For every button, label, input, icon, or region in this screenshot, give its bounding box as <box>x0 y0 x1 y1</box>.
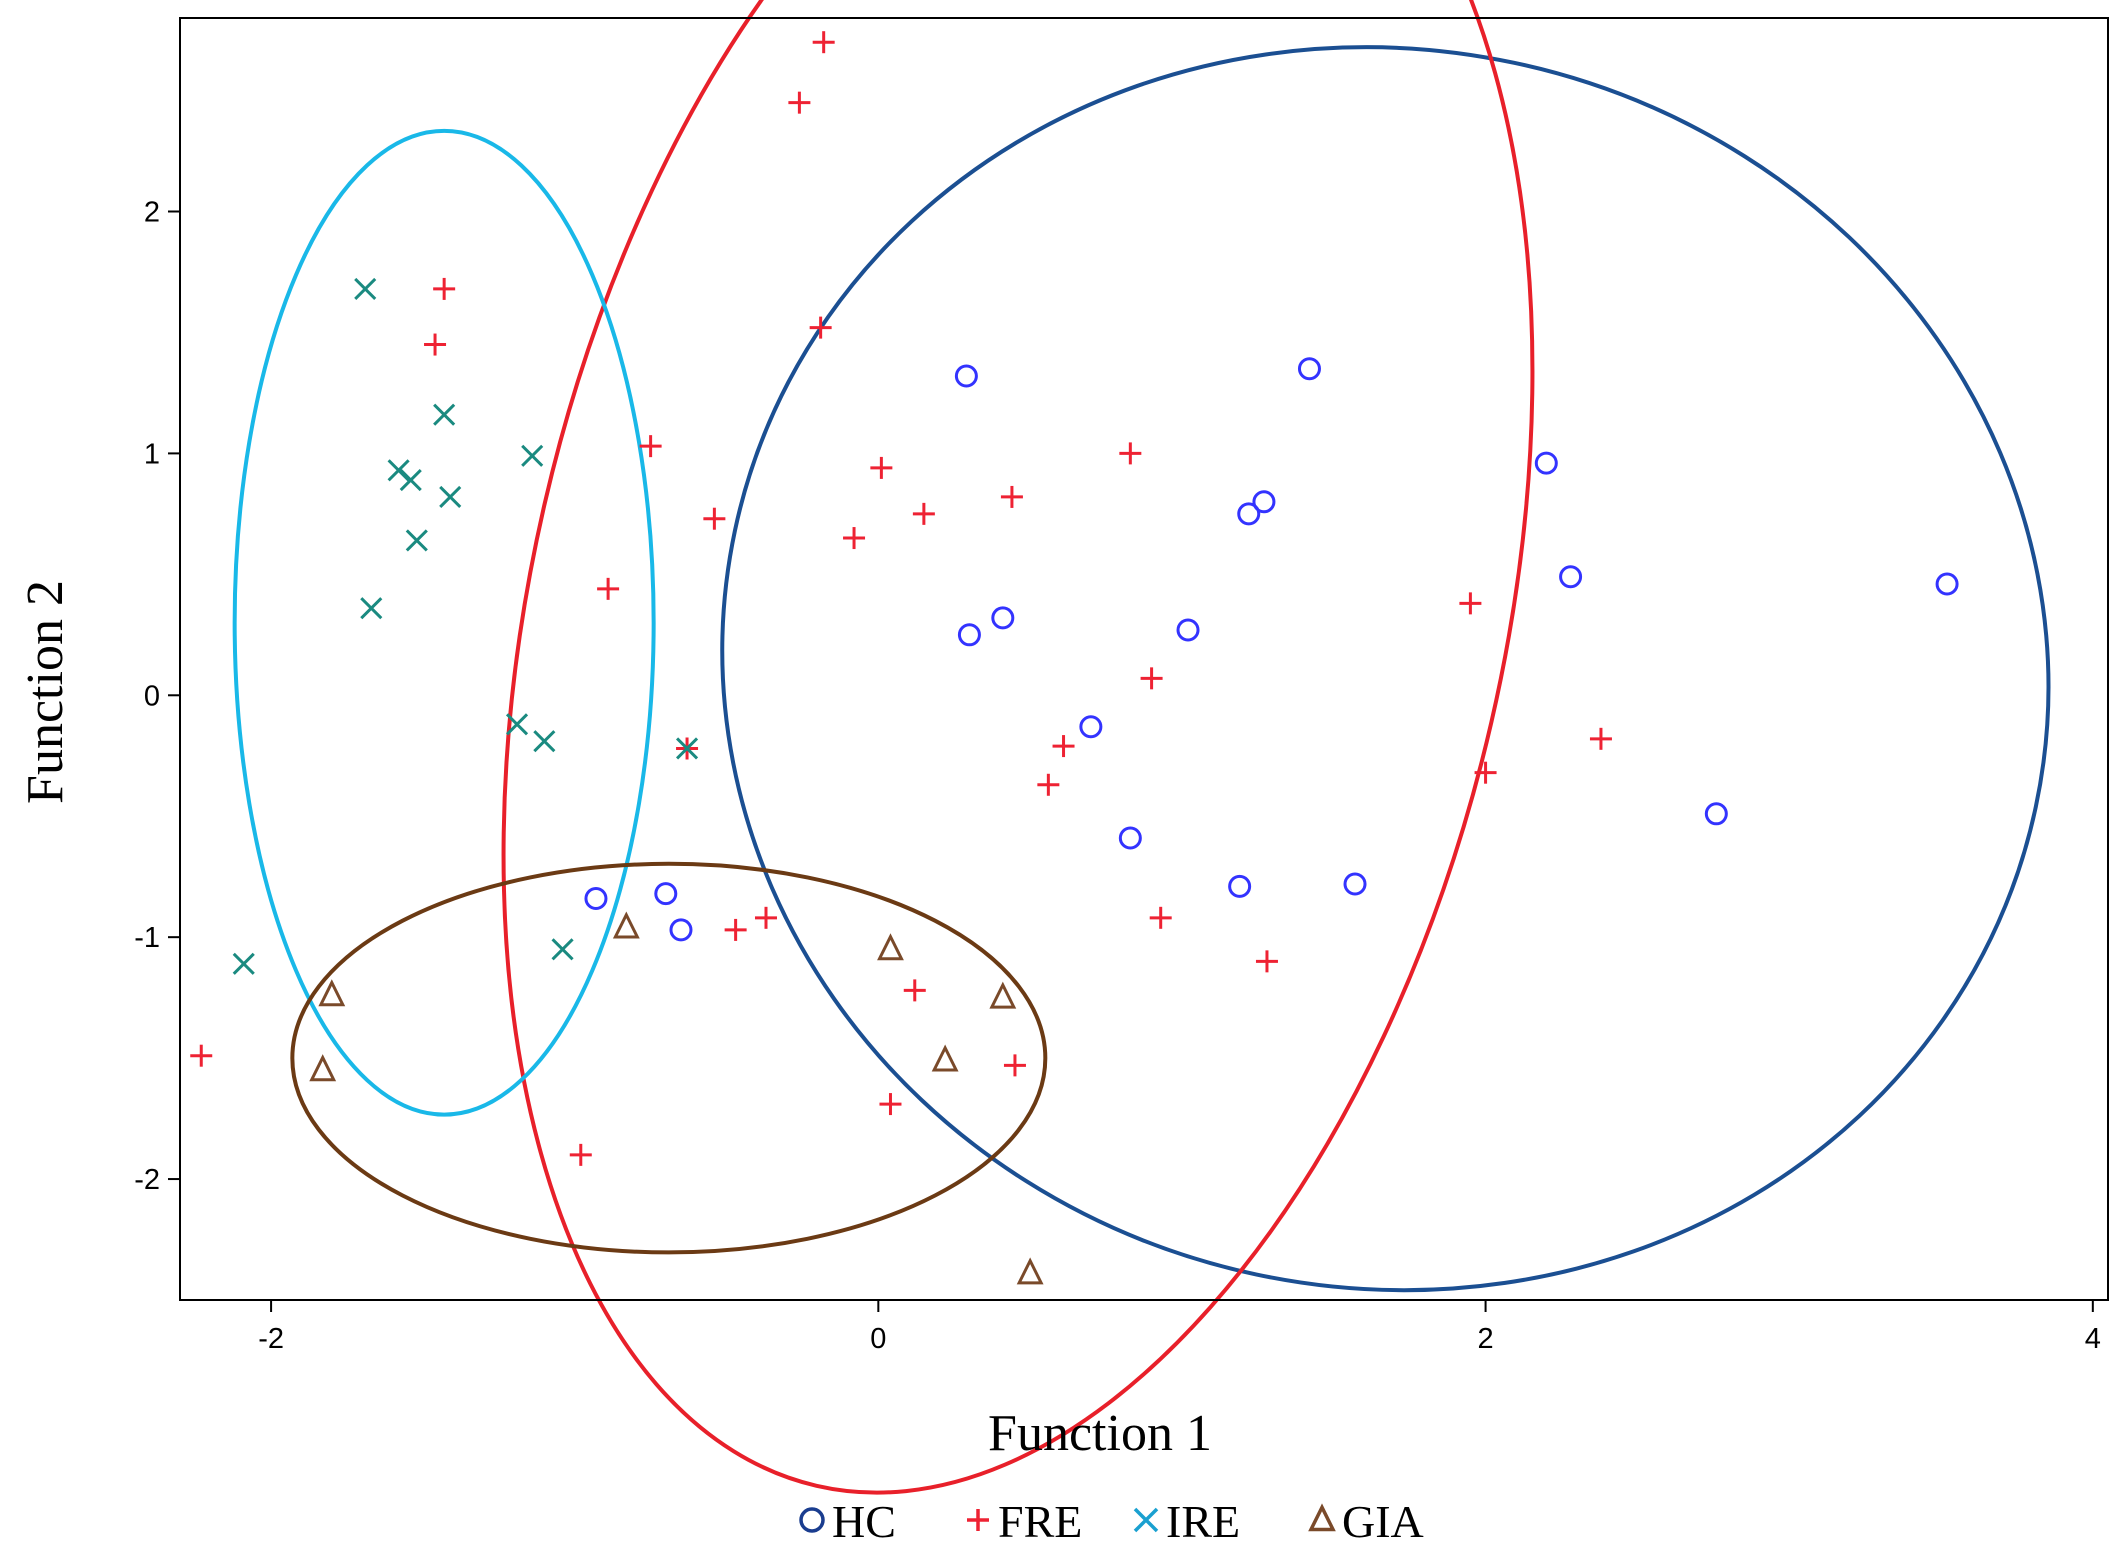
point-hc-15 <box>584 886 608 910</box>
point-gia-6 <box>1016 1257 1044 1285</box>
point-fre-18 <box>1589 727 1612 750</box>
legend-marker-fre <box>967 1509 989 1531</box>
point-hc-9 <box>1176 618 1200 642</box>
point-fre-21 <box>754 906 777 929</box>
point-ire-8 <box>505 713 529 736</box>
y-tick-label: 2 <box>144 197 160 229</box>
ellipse-fre <box>501 0 1535 1495</box>
point-fre-7 <box>1119 442 1142 465</box>
point-fre-4 <box>809 316 832 339</box>
x-tick-label: 4 <box>2085 1323 2101 1355</box>
point-ire-10 <box>675 737 699 760</box>
point-hc-10 <box>1079 715 1103 739</box>
point-fre-1 <box>788 91 811 114</box>
legend-label-hc: HC <box>832 1496 896 1547</box>
point-fre-9 <box>912 502 935 525</box>
legend: HC FRE IRE GIA <box>799 1496 1424 1547</box>
ellipse-hc <box>720 45 2051 1293</box>
point-fre-28 <box>569 1143 592 1166</box>
point-fre-20 <box>1149 906 1172 929</box>
point-hc-3 <box>1252 490 1276 514</box>
point-hc-1 <box>1297 357 1321 381</box>
point-gia-5 <box>931 1044 959 1072</box>
x-tick-label: 0 <box>870 1323 886 1355</box>
point-fre-24 <box>903 979 926 1002</box>
point-ire-5 <box>439 485 462 508</box>
point-fre-3 <box>424 333 447 356</box>
point-fre-25 <box>190 1044 213 1067</box>
ellipse-gia <box>290 861 1048 1255</box>
point-gia-3 <box>877 933 904 961</box>
point-hc-2 <box>1534 451 1558 475</box>
y-tick-label: -1 <box>134 922 160 954</box>
x-axis-title: Function 1 <box>988 1405 1212 1462</box>
point-gia-0 <box>318 979 346 1007</box>
point-hc-4 <box>1237 502 1261 526</box>
point-ire-4 <box>399 468 422 492</box>
confidence-ellipses <box>232 0 2051 1495</box>
point-fre-23 <box>1255 950 1278 973</box>
x-axis-ticks: -2 0 2 4 <box>258 1300 2101 1355</box>
point-hc-16 <box>654 882 678 906</box>
point-gia-2 <box>612 911 640 939</box>
point-fre-14 <box>1140 667 1163 690</box>
point-fre-26 <box>1003 1054 1026 1077</box>
point-gia-1 <box>309 1054 337 1082</box>
x-tick-label: 2 <box>1478 1323 1494 1355</box>
y-axis-title: Function 2 <box>17 580 74 804</box>
point-ire-7 <box>360 597 383 620</box>
legend-label-fre: FRE <box>998 1496 1082 1547</box>
point-fre-11 <box>843 527 866 550</box>
legend-marker-gia <box>1308 1503 1336 1532</box>
point-hc-14 <box>1704 802 1728 826</box>
point-hc-7 <box>957 623 981 647</box>
point-fre-0 <box>812 31 835 54</box>
point-fre-6 <box>870 456 893 479</box>
ellipse-ire <box>232 128 656 1117</box>
point-hc-11 <box>1118 826 1142 850</box>
point-gia-4 <box>989 981 1017 1009</box>
point-fre-2 <box>433 277 456 300</box>
x-tick-label: -2 <box>258 1323 284 1355</box>
point-ire-6 <box>405 529 428 552</box>
point-ire-12 <box>551 938 574 961</box>
y-axis-ticks: -2 -1 0 1 2 <box>134 197 180 1196</box>
point-fre-22 <box>724 918 747 941</box>
legend-label-gia: GIA <box>1342 1496 1424 1547</box>
legend-marker-hc <box>799 1507 825 1533</box>
point-fre-15 <box>1052 735 1075 758</box>
point-hc-6 <box>1935 572 1959 596</box>
legend-marker-ire <box>1133 1507 1159 1533</box>
point-hc-13 <box>1343 872 1367 896</box>
y-tick-label: -2 <box>134 1164 160 1196</box>
point-hc-17 <box>669 918 693 942</box>
data-points <box>190 31 1959 1285</box>
point-ire-11 <box>232 952 255 975</box>
point-hc-0 <box>954 364 978 388</box>
point-ire-3 <box>387 459 410 482</box>
plot-area-frame <box>179 17 2109 1301</box>
point-fre-10 <box>703 507 726 530</box>
point-hc-8 <box>991 606 1015 630</box>
y-tick-label: 1 <box>144 438 160 470</box>
point-ire-0 <box>354 277 377 300</box>
point-fre-13 <box>1459 592 1482 615</box>
point-fre-19 <box>1474 761 1497 784</box>
legend-label-ire: IRE <box>1166 1496 1240 1547</box>
y-tick-label: 0 <box>144 680 160 712</box>
point-ire-1 <box>433 403 456 426</box>
point-fre-5 <box>639 435 662 458</box>
point-ire-9 <box>533 730 556 753</box>
point-fre-12 <box>597 577 620 600</box>
point-hc-12 <box>1228 874 1252 898</box>
point-ire-2 <box>521 444 544 467</box>
point-fre-17 <box>1037 773 1060 796</box>
point-fre-27 <box>879 1093 902 1116</box>
point-hc-5 <box>1559 565 1583 589</box>
point-fre-8 <box>1000 485 1023 508</box>
